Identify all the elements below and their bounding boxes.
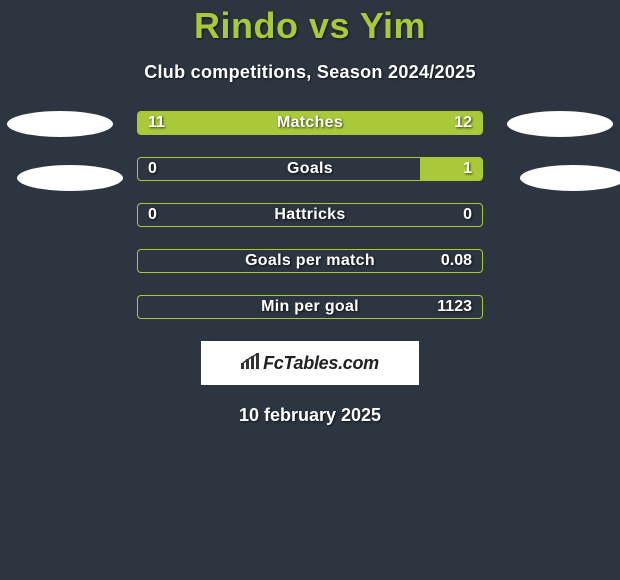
page-title: Rindo vs Yim xyxy=(0,5,620,47)
stat-value-right: 1 xyxy=(463,158,472,180)
footer-logo: FcTables.com xyxy=(201,341,419,385)
stats-area: 11 Matches 12 0 Goals 1 0 Hattricks 0 xyxy=(0,111,620,319)
stat-label: Goals xyxy=(138,158,482,180)
chart-icon xyxy=(241,353,261,374)
stat-label: Goals per match xyxy=(138,250,482,272)
player-left-avatar-placeholder xyxy=(7,111,113,137)
date: 10 february 2025 xyxy=(0,405,620,426)
footer-logo-text: FcTables.com xyxy=(263,353,379,374)
stat-label: Matches xyxy=(138,112,482,134)
player-right-avatar-placeholder xyxy=(507,111,613,137)
stat-label: Min per goal xyxy=(138,296,482,318)
player-left-club-placeholder xyxy=(17,165,123,191)
stat-value-right: 0.08 xyxy=(441,250,472,272)
player-right-club-placeholder xyxy=(520,165,620,191)
stat-label: Hattricks xyxy=(138,204,482,226)
comparison-card: Rindo vs Yim Club competitions, Season 2… xyxy=(0,0,620,426)
stat-row-goals-per-match: Goals per match 0.08 xyxy=(137,249,483,273)
stat-value-right: 0 xyxy=(463,204,472,226)
subtitle: Club competitions, Season 2024/2025 xyxy=(0,62,620,83)
stat-bars: 11 Matches 12 0 Goals 1 0 Hattricks 0 xyxy=(137,111,483,319)
stat-row-matches: 11 Matches 12 xyxy=(137,111,483,135)
stat-value-right: 1123 xyxy=(437,296,472,318)
stat-row-min-per-goal: Min per goal 1123 xyxy=(137,295,483,319)
stat-row-goals: 0 Goals 1 xyxy=(137,157,483,181)
stat-row-hattricks: 0 Hattricks 0 xyxy=(137,203,483,227)
stat-value-right: 12 xyxy=(454,112,472,134)
